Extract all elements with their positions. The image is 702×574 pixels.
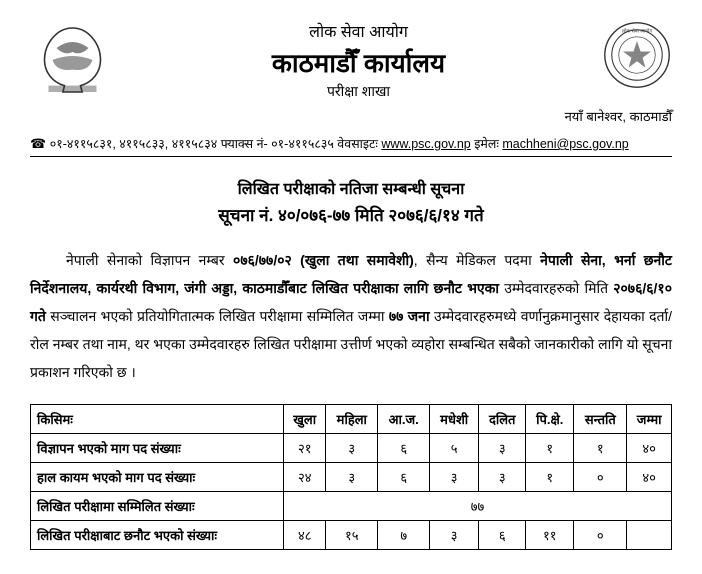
cell: २४ — [284, 463, 326, 492]
body-seg: नेपाली सेनाको विज्ञापन नम्बर — [66, 252, 233, 268]
cell: ३ — [326, 463, 378, 492]
table-header-row: किसिमः खुला महिला आ.ज. मधेशी दलित पि.क्ष… — [31, 405, 672, 434]
cell: ६ — [479, 521, 526, 550]
contact-text: ०१-४११५८३१, ४११५८३३, ४११५८३४ फ्याक्स नं-… — [50, 137, 378, 151]
cell: ५ — [430, 434, 479, 463]
col-kind: किसिमः — [31, 405, 284, 434]
cell: ६ — [378, 434, 430, 463]
cell: ३ — [479, 434, 526, 463]
cell: १ — [574, 434, 627, 463]
cell: ३ — [326, 434, 378, 463]
website-link[interactable]: www.psc.gov.np — [381, 137, 470, 151]
cell: ३ — [430, 521, 479, 550]
body-paragraph: नेपाली सेनाको विज्ञापन नम्बर ०७६/७७/०२ (… — [30, 246, 672, 386]
email-link[interactable]: machheni@psc.gov.np — [502, 137, 628, 151]
section-name: परीक्षा शाखा — [115, 82, 602, 101]
notice-title: लिखित परीक्षाको नतिजा सम्बन्धी सूचना — [30, 177, 672, 199]
psc-seal-icon: लोक सेवा आयोग — [602, 20, 672, 90]
body-bold: ७७ जना — [389, 308, 430, 324]
cell: २१ — [284, 434, 326, 463]
cell: ३ — [430, 463, 479, 492]
cell: १ — [526, 463, 574, 492]
cell-merged: ७७ — [284, 492, 672, 521]
address: नयाँ बानेश्वर, काठमाडौँ — [30, 107, 672, 125]
col-open: खुला — [284, 405, 326, 434]
cell: ६ — [378, 463, 430, 492]
cell: ० — [574, 463, 627, 492]
col-madhesi: मधेशी — [430, 405, 479, 434]
contact-line: ☎ ०१-४११५८३१, ४११५८३३, ४११५८३४ फ्याक्स न… — [30, 135, 672, 157]
quota-table: किसिमः खुला महिला आ.ज. मधेशी दलित पि.क्ष… — [30, 404, 672, 550]
row-label: हाल कायम भएको माग पद संख्याः — [31, 463, 284, 492]
cell: ७ — [378, 521, 430, 550]
body-seg: उम्मेदवारहरुको मिति — [499, 280, 613, 296]
header-titles: लोक सेवा आयोग काठमाडौँ कार्यालय परीक्षा … — [115, 20, 602, 101]
body-seg: पदमा — [504, 252, 540, 268]
cell: १५ — [326, 521, 378, 550]
phone-icon: ☎ — [30, 136, 46, 151]
svg-text:लोक सेवा आयोग: लोक सेवा आयोग — [622, 28, 652, 35]
cell: ० — [574, 521, 627, 550]
col-aj: आ.ज. — [378, 405, 430, 434]
row-label: विज्ञापन भएको माग पद संख्याः — [31, 434, 284, 463]
cell: ३ — [479, 463, 526, 492]
nepal-emblem-icon — [30, 20, 115, 100]
table-row-merged: लिखित परीक्षामा सम्मिलित संख्याः ७७ — [31, 492, 672, 521]
cell: ४० — [627, 463, 672, 492]
table-row: हाल कायम भएको माग पद संख्याः २४ ३ ६ ३ ३ … — [31, 463, 672, 492]
body-seg: , सैन्य मेडिकल — [414, 252, 505, 268]
cell: ११ — [526, 521, 574, 550]
office-name: काठमाडौँ कार्यालय — [115, 44, 602, 80]
table-row: विज्ञापन भएको माग पद संख्याः २१ ३ ६ ५ ३ … — [31, 434, 672, 463]
col-women: महिला — [326, 405, 378, 434]
col-santati: सन्तति — [574, 405, 627, 434]
header: लोक सेवा आयोग काठमाडौँ कार्यालय परीक्षा … — [30, 20, 672, 101]
col-dalit: दलित — [479, 405, 526, 434]
col-total: जम्मा — [627, 405, 672, 434]
notice-subtitle: सूचना नं. ४०/०७६-७७ मिति २०७६/६/१४ गते — [30, 203, 672, 226]
body-bold: ०७६/७७/०२ (खुला तथा समावेशी) — [233, 252, 414, 268]
email-label: इमेलः — [474, 137, 502, 151]
table-row: लिखित परीक्षाबाट छनौट भएको संख्याः ४८ १५… — [31, 521, 672, 550]
cell: १ — [526, 434, 574, 463]
org-name: लोक सेवा आयोग — [115, 20, 602, 42]
cell: ४८ — [284, 521, 326, 550]
col-backward: पि.क्षे. — [526, 405, 574, 434]
row-label: लिखित परीक्षाबाट छनौट भएको संख्याः — [31, 521, 284, 550]
cell-empty — [627, 521, 672, 550]
cell: ४० — [627, 434, 672, 463]
body-seg: सञ्चालन भएको प्रतियोगितात्मक लिखित परीक्… — [46, 308, 389, 324]
row-label: लिखित परीक्षामा सम्मिलित संख्याः — [31, 492, 284, 521]
